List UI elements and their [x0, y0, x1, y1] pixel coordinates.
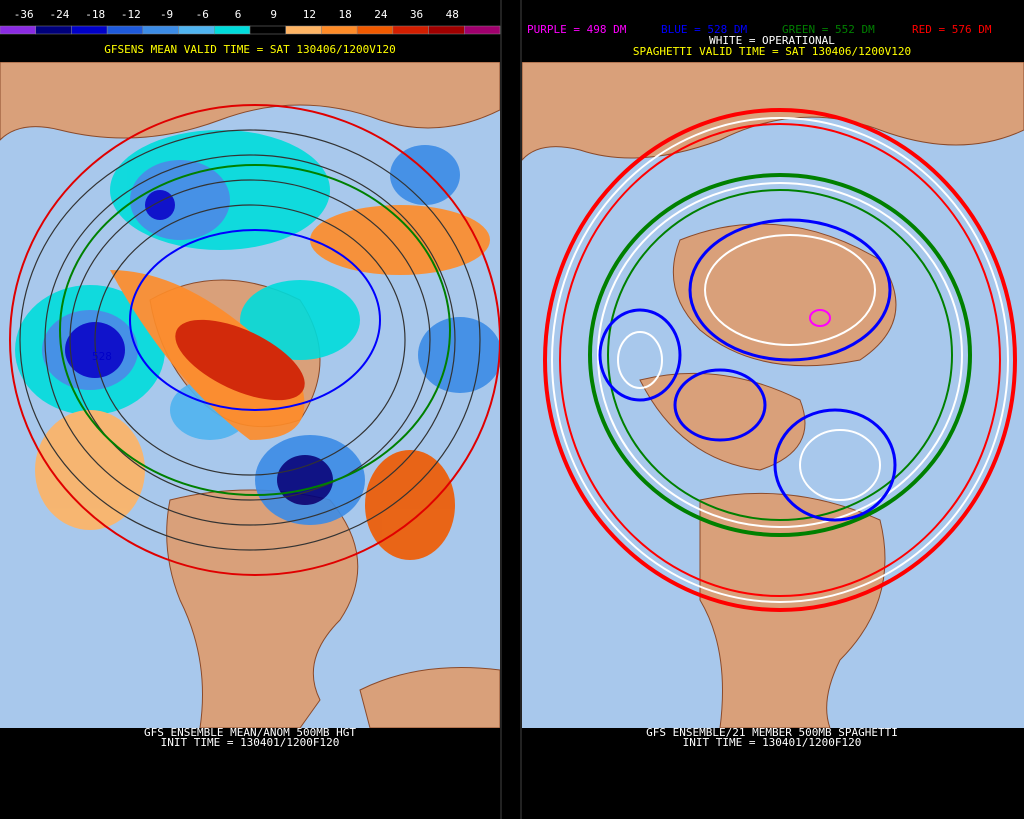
colorbar-swatch: [249, 25, 286, 35]
colorbar-swatch: [142, 25, 179, 35]
right-map: [522, 62, 1024, 728]
colorbar-swatch: [321, 25, 358, 35]
colorbar-label: -18: [85, 8, 105, 21]
colorbar-swatch: [464, 25, 501, 35]
left-footer: INIT TIME = 130401/1200F120: [161, 736, 340, 749]
legend-entry: PURPLE = 498 DM: [527, 23, 627, 36]
left-footer: GFS ENSEMBLE MEAN/ANOM 500MB HGT: [144, 726, 356, 739]
colorbar-label: 18: [339, 8, 352, 21]
colorbar-label: 9: [270, 8, 277, 21]
legend: PURPLE = 498 DM BLUE = 528 DM GREEN = 552 …: [527, 23, 992, 36]
colorbar-label: 36: [410, 8, 423, 21]
colorbar-label: 6: [235, 8, 242, 21]
colorbar-swatch: [35, 25, 72, 35]
colorbar: -36 -24 -18 -12 -9 -6 6 9 12 18 24 36 48: [0, 8, 501, 35]
colorbar-swatch: [106, 25, 144, 35]
colorbar-label: -6: [196, 8, 209, 21]
colorbar-swatch: [71, 25, 108, 35]
contour-label: 528: [92, 350, 112, 363]
colorbar-swatch: [428, 25, 465, 35]
colorbar-label: -36: [14, 8, 34, 21]
colorbar-swatch: [285, 25, 322, 35]
colorbar-label: 48: [446, 8, 459, 21]
colorbar-swatch: [0, 25, 36, 35]
legend-entry: GREEN = 552 DM: [782, 23, 875, 36]
left-map: 528: [0, 62, 500, 728]
colorbar-swatch: [356, 25, 394, 35]
colorbar-swatch: [392, 25, 429, 35]
left-subtitle: GFSENS MEAN VALID TIME = SAT 130406/1200…: [104, 43, 395, 56]
right-subtitle: SPAGHETTI VALID TIME = SAT 130406/1200V1…: [633, 45, 911, 58]
colorbar-label: -9: [160, 8, 173, 21]
right-footer: GFS ENSEMBLE/21 MEMBER 500MB SPAGHETTI: [646, 726, 898, 739]
legend-entry: RED = 576 DM: [912, 23, 992, 36]
colorbar-label: -12: [121, 8, 141, 21]
operational-note: WHITE = OPERATIONAL: [709, 34, 835, 47]
colorbar-label: 12: [303, 8, 316, 21]
right-footer: INIT TIME = 130401/1200F120: [683, 736, 862, 749]
colorbar-label: 24: [374, 8, 388, 21]
legend-entry: BLUE = 528 DM: [661, 23, 747, 36]
colorbar-swatch: [178, 25, 215, 35]
colorbar-swatch: [214, 25, 251, 35]
colorbar-label: -24: [49, 8, 69, 21]
